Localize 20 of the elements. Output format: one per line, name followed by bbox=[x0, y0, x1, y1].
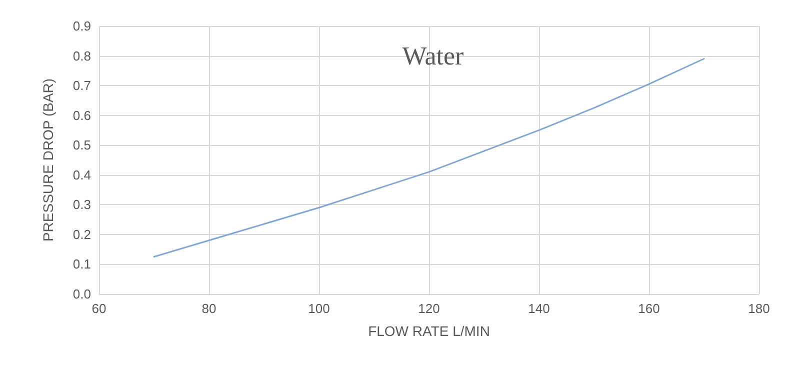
y-tick-label: 0.8 bbox=[72, 48, 91, 64]
y-tick-label: 0.2 bbox=[72, 226, 91, 242]
x-tick-label: 80 bbox=[202, 301, 216, 316]
x-tick-label: 60 bbox=[92, 301, 106, 316]
y-tick-label: 0.9 bbox=[72, 18, 91, 34]
x-tick-label: 120 bbox=[418, 301, 440, 316]
text: Water bbox=[402, 42, 464, 70]
x-tick-label: 160 bbox=[638, 301, 660, 316]
x-tick-label: 100 bbox=[308, 301, 330, 316]
text: 0.0 bbox=[72, 286, 91, 302]
y-tick-label: 0.6 bbox=[72, 108, 91, 123]
y-axis-title: PRESSURE DROP (BAR) bbox=[40, 78, 56, 242]
x-tick-label: 140 bbox=[528, 301, 550, 316]
y-tick-label: 0.5 bbox=[72, 138, 91, 153]
y-tick-label: 0.7 bbox=[72, 78, 91, 94]
y-tick-label: 0.1 bbox=[72, 256, 91, 272]
x-axis-title: FLOW RATE L/MIN bbox=[368, 323, 490, 339]
y-tick-label: 0.3 bbox=[72, 197, 91, 212]
y-tick-label: 0.4 bbox=[72, 167, 91, 182]
x-tick-label: 180 bbox=[748, 301, 770, 316]
